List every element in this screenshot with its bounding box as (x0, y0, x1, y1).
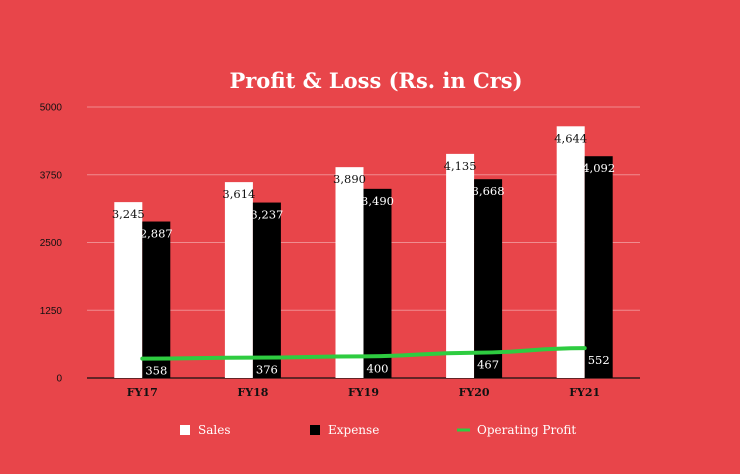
data-label-sales: 4,135 (444, 159, 477, 173)
data-label-sales: 3,890 (333, 172, 366, 186)
x-tick-label: FY20 (459, 386, 490, 399)
bar-expense (363, 188, 392, 378)
data-label-operating-profit: 400 (367, 361, 389, 375)
x-tick-label: FY18 (237, 386, 268, 399)
data-label-expense: 3,237 (250, 208, 283, 222)
y-tick-label: 2500 (40, 238, 63, 249)
legend-swatch-expense (310, 425, 320, 435)
chart-title: Profit & Loss (Rs. in Crs) (229, 68, 522, 93)
y-tick-label: 1250 (40, 306, 63, 317)
data-label-sales: 4,644 (554, 131, 587, 145)
y-tick-label: 3750 (40, 170, 63, 181)
data-label-sales: 3,614 (222, 187, 255, 201)
bar-sales (114, 202, 143, 378)
data-label-operating-profit: 467 (477, 358, 499, 372)
line-layer (140, 346, 587, 361)
data-label-operating-profit: 376 (256, 363, 278, 377)
bar-expense (474, 179, 503, 378)
bar-sales (335, 167, 364, 378)
y-tick-label: 0 (56, 374, 62, 385)
legend-label-sales: Sales (198, 423, 230, 437)
bar-sales (556, 126, 585, 378)
bar-sales (446, 153, 475, 378)
data-label-expense: 3,668 (472, 184, 505, 198)
data-label-expense: 4,092 (582, 161, 615, 175)
legend-label-expense: Expense (328, 423, 379, 437)
y-tick-label: 5000 (40, 103, 63, 114)
x-tick-label: FY19 (348, 386, 379, 399)
data-label-operating-profit: 358 (145, 364, 167, 378)
data-label-expense: 2,887 (140, 227, 173, 241)
bar-sales (224, 182, 253, 378)
bar-expense (252, 202, 281, 378)
bars-layer (114, 126, 613, 378)
x-tick-label: FY21 (569, 386, 600, 399)
labels-layer: 3,245 2,887 FY17 358 3,614 3,237 FY18 376 3,890 3… (112, 131, 615, 399)
data-label-operating-profit: 552 (588, 353, 610, 367)
data-label-expense: 3,490 (361, 194, 394, 208)
legend-label-operating-profit: Operating Profit (477, 423, 576, 437)
data-label-sales: 3,245 (112, 207, 145, 221)
bar-expense (142, 221, 171, 378)
legend: Sales Expense Operating Profit (180, 423, 576, 437)
legend-swatch-sales (180, 425, 190, 435)
x-tick-label: FY17 (127, 386, 158, 399)
bar-expense (584, 156, 613, 378)
line-operating-profit (140, 346, 587, 361)
